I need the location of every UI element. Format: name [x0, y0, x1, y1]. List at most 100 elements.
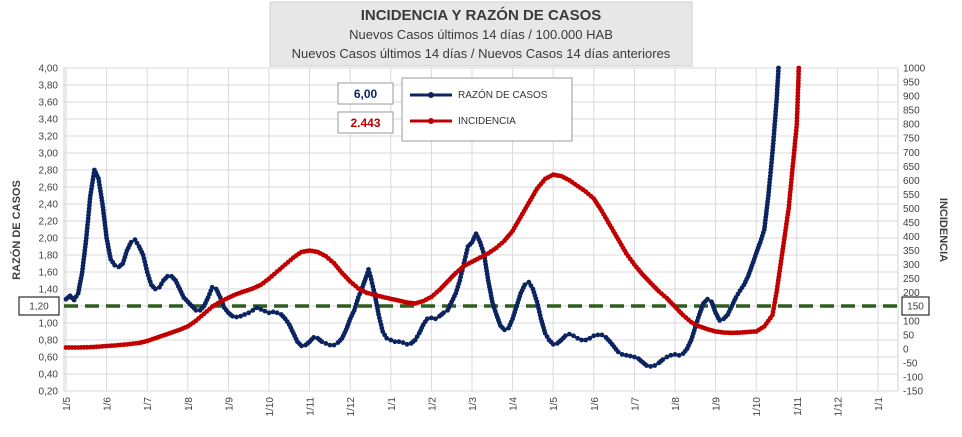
razon-point	[429, 315, 434, 321]
y-axis-left-title: RAZÓN DE CASOS	[10, 180, 23, 280]
x-axis-ticks: 1/5 1/6 1/7 1/8 1/9 1/10 1/11 1/12 1/1 1/2 1/3 1/4 1…	[62, 397, 885, 417]
x-tick-label: 1/6	[590, 397, 601, 411]
x-tick-label: 1/1	[387, 397, 398, 411]
right-tick-label: 300	[903, 260, 920, 271]
x-tick-label: 1/7	[630, 397, 641, 411]
reference-label-left-box	[18, 296, 60, 316]
razon-point	[165, 273, 170, 279]
left-axis-ticks: 4,00 3,80 3,60 3,40 3,20 3,00 2,80 2,60 2,40 2,20…	[39, 64, 59, 398]
razon-point	[567, 331, 572, 337]
right-tick-label: 1000	[903, 64, 926, 75]
x-tick-label: 1/2	[427, 397, 438, 411]
right-tick-label: 50	[903, 330, 915, 341]
razon-point	[392, 339, 398, 345]
left-tick-label: 2,20	[39, 217, 59, 228]
razon-point	[299, 343, 304, 349]
right-tick-label: 350	[903, 246, 920, 257]
right-tick-label: 550	[903, 190, 920, 201]
razon-point	[266, 310, 272, 316]
razon-point	[591, 333, 597, 339]
x-tick-label: 1/5	[549, 397, 560, 411]
x-tick-label: 1/3	[468, 397, 479, 411]
razon-point	[193, 307, 199, 313]
left-tick-label: 3,40	[39, 115, 59, 126]
razon-point	[575, 335, 580, 341]
razon-point	[502, 327, 507, 333]
right-tick-label: 0	[903, 344, 909, 355]
razon-point	[404, 341, 410, 347]
razon-point	[652, 363, 658, 368]
razon-point	[587, 335, 593, 341]
razon-point	[615, 349, 621, 355]
razon-point	[112, 262, 118, 268]
razon-point	[627, 353, 633, 359]
left-tick-label: 3,60	[39, 98, 59, 109]
current-razon-value: 6,00	[354, 87, 378, 101]
razon-point	[672, 352, 678, 357]
left-tick-label: 2,00	[39, 234, 59, 245]
razon-point	[579, 337, 584, 343]
legend-incidencia-marker	[428, 118, 434, 124]
reference-label-right-box	[901, 296, 930, 316]
razon-point	[522, 282, 528, 288]
right-tick-label: -150	[903, 387, 923, 398]
razon-point	[400, 340, 406, 345]
razon-point	[664, 354, 670, 360]
chart-subtitle-2: Nuevos Casos últimos 14 días / Nuevos Ca…	[292, 46, 671, 61]
razon-point	[250, 307, 256, 313]
razon-point	[246, 310, 252, 316]
incidencia-point	[796, 65, 802, 71]
left-tick-label: 3,20	[39, 132, 59, 143]
razon-point	[441, 310, 446, 316]
razon-point	[563, 333, 568, 339]
right-tick-label: 700	[903, 148, 920, 159]
left-tick-label: 0,60	[39, 353, 59, 364]
right-tick-label: 600	[903, 176, 920, 187]
legend-incidencia-label: INCIDENCIA	[458, 116, 516, 127]
razon-point	[327, 342, 333, 348]
razon-point	[234, 314, 239, 320]
x-tick-label: 1/12	[346, 397, 357, 417]
current-incidencia-value: 2.443	[350, 116, 380, 130]
right-tick-label: 950	[903, 78, 920, 89]
razon-point	[648, 364, 653, 369]
x-tick-label: 1/8	[184, 397, 195, 411]
razon-point	[619, 352, 625, 357]
x-tick-label: 1/4	[509, 397, 520, 411]
left-tick-label: 3,80	[39, 81, 59, 92]
razon-point	[644, 363, 649, 368]
right-tick-label: 500	[903, 204, 920, 215]
x-tick-label: 1/9	[712, 397, 723, 411]
razon-point	[595, 332, 601, 338]
title-box	[269, 1, 693, 67]
razon-point	[152, 286, 158, 292]
x-tick-label: 1/5	[62, 397, 73, 411]
x-tick-label: 1/11	[306, 397, 317, 416]
razon-point	[623, 352, 629, 358]
razon-point	[550, 341, 556, 347]
razon-point	[319, 339, 325, 345]
legend-razon-marker	[428, 92, 434, 98]
legend-razon-label: RAZÓN DE CASOS	[458, 88, 548, 101]
razon-point	[311, 335, 317, 340]
x-tick-label: 1/10	[752, 397, 763, 417]
x-tick-label: 1/6	[103, 397, 114, 411]
razon-point	[270, 309, 276, 315]
chart-subtitle-1: Nuevos Casos últimos 14 días / 100.000 H…	[349, 27, 613, 42]
razon-point	[433, 316, 438, 322]
razon-point	[331, 342, 337, 348]
razon-point	[668, 352, 674, 358]
left-tick-label: 4,00	[39, 64, 59, 75]
left-tick-label: 1,00	[39, 319, 59, 330]
right-tick-label: 800	[903, 120, 920, 131]
right-tick-label: -100	[903, 372, 923, 383]
razon-point	[660, 357, 666, 362]
x-tick-label: 1/1	[874, 397, 885, 411]
razon-point	[776, 65, 781, 71]
right-tick-label: 200	[903, 288, 920, 299]
razon-point	[238, 313, 244, 319]
series-razon	[63, 65, 781, 369]
left-tick-label: 0,80	[39, 336, 59, 347]
x-tick-label: 1/7	[143, 397, 154, 411]
